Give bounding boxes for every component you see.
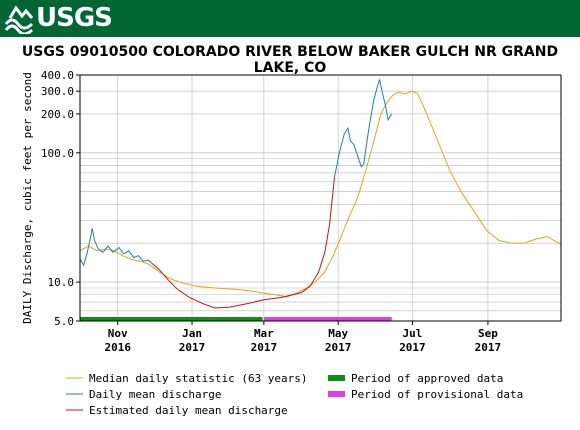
period-bar	[80, 317, 263, 321]
x-tick-month-label: Sep	[478, 327, 498, 340]
y-tick-label: 400.0	[41, 69, 74, 82]
legend-label: Period of approved data	[351, 372, 503, 385]
x-tick-month-label: Mar	[254, 327, 274, 340]
y-tick-label: 100.0	[41, 147, 74, 160]
legend-label: Median daily statistic (63 years)	[89, 372, 308, 385]
x-tick-year-label: 2017	[325, 341, 352, 354]
x-tick-year-label: 2017	[475, 341, 502, 354]
usgs-logo-icon	[4, 5, 34, 34]
legend-label: Estimated daily mean discharge	[89, 404, 288, 417]
legend-label: Period of provisional data	[351, 388, 523, 401]
legend-swatch-bar	[328, 375, 345, 381]
plot-frame	[79, 74, 562, 322]
usgs-banner: USGS	[0, 0, 580, 37]
legend-swatch-bar	[328, 391, 345, 397]
chart-title: USGS 09010500 COLORADO RIVER BELOW BAKER…	[21, 44, 559, 76]
x-tick-month-label: Nov	[108, 327, 128, 340]
y-tick-label: 200.0	[41, 108, 74, 121]
x-tick-year-label: 2017	[399, 341, 426, 354]
x-tick-month-label: Jan	[182, 327, 202, 340]
period-bar	[263, 317, 392, 321]
x-tick-year-label: 2017	[251, 341, 278, 354]
x-tick-year-label: 2016	[104, 341, 131, 354]
plot-area	[80, 75, 561, 321]
x-tick-month-label: Jul	[403, 327, 423, 340]
y-axis-label: DAILY Discharge, cubic feet per second	[21, 72, 34, 324]
y-tick-label: 10.0	[48, 276, 75, 289]
series-line	[334, 79, 393, 178]
y-tick-label: 5.0	[54, 315, 74, 328]
series-line	[79, 228, 153, 267]
x-tick-year-label: 2017	[179, 341, 206, 354]
y-tick-label: 300.0	[41, 85, 74, 98]
agency-logo-text: USGS	[36, 3, 113, 33]
series-line	[79, 90, 562, 298]
legend-label: Daily mean discharge	[89, 388, 221, 401]
series-line	[151, 176, 335, 309]
x-tick-month-label: May	[328, 327, 348, 340]
